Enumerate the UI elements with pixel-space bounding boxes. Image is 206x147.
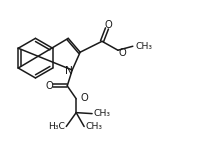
Text: N: N — [65, 66, 73, 76]
Text: O: O — [45, 81, 53, 91]
Text: O: O — [80, 93, 88, 103]
Text: O: O — [104, 20, 111, 30]
Text: H₃C: H₃C — [48, 122, 64, 131]
Text: CH₃: CH₃ — [135, 42, 151, 51]
Text: CH₃: CH₃ — [93, 109, 110, 118]
Text: CH₃: CH₃ — [85, 122, 102, 131]
Text: O: O — [118, 48, 126, 58]
